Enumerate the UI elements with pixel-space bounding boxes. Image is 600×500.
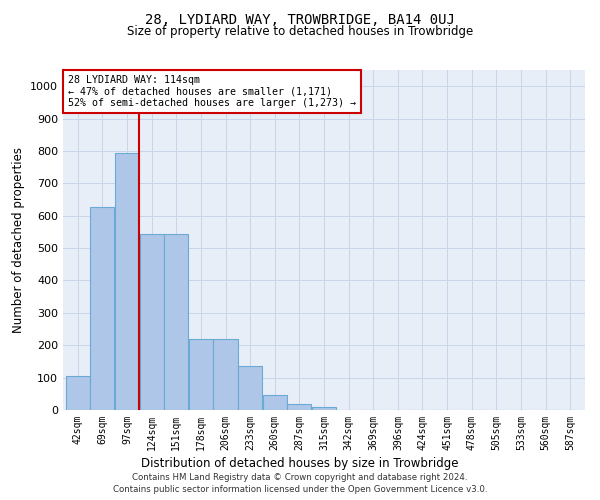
- Bar: [312, 407, 336, 410]
- Bar: [189, 340, 213, 410]
- Text: Distribution of detached houses by size in Trowbridge: Distribution of detached houses by size …: [141, 458, 459, 470]
- Text: Size of property relative to detached houses in Trowbridge: Size of property relative to detached ho…: [127, 25, 473, 38]
- Text: 28, LYDIARD WAY, TROWBRIDGE, BA14 0UJ: 28, LYDIARD WAY, TROWBRIDGE, BA14 0UJ: [145, 12, 455, 26]
- Bar: [263, 396, 287, 410]
- Bar: [238, 366, 262, 410]
- Bar: [140, 234, 164, 410]
- Bar: [287, 404, 311, 410]
- Text: Contains HM Land Registry data © Crown copyright and database right 2024.
Contai: Contains HM Land Registry data © Crown c…: [113, 472, 487, 494]
- Bar: [214, 340, 238, 410]
- Y-axis label: Number of detached properties: Number of detached properties: [11, 147, 25, 333]
- Text: 28 LYDIARD WAY: 114sqm
← 47% of detached houses are smaller (1,171)
52% of semi-: 28 LYDIARD WAY: 114sqm ← 47% of detached…: [68, 75, 356, 108]
- Bar: [164, 234, 188, 410]
- Bar: [115, 153, 139, 410]
- Bar: [91, 206, 115, 410]
- Bar: [66, 376, 90, 410]
